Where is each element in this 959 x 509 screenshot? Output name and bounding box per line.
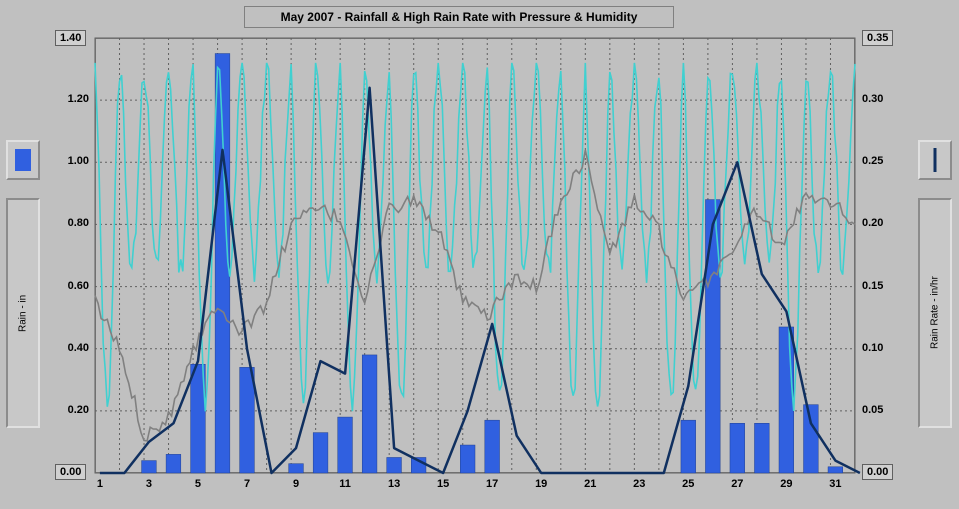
y-left-tick: 0.60 [49, 280, 89, 292]
x-tick: 11 [335, 478, 355, 490]
y-left-tick: 0.20 [49, 404, 89, 416]
x-tick: 31 [825, 478, 845, 490]
x-tick: 21 [580, 478, 600, 490]
y-right-tick: 0.30 [862, 93, 902, 105]
y-left-tick: 1.00 [49, 155, 89, 167]
x-tick: 15 [433, 478, 453, 490]
y-right-tick: 0.20 [862, 217, 902, 229]
y-right-tick-max: 0.35 [862, 30, 893, 46]
x-tick: 5 [188, 478, 208, 490]
y-left-tick: 0.40 [49, 342, 89, 354]
y-right-tick: 0.25 [862, 155, 902, 167]
x-tick: 3 [139, 478, 159, 490]
y-right-tick: 0.15 [862, 280, 902, 292]
x-tick: 23 [629, 478, 649, 490]
y-right-tick: 0.10 [862, 342, 902, 354]
y-left-tick: 0.80 [49, 217, 89, 229]
chart-svg [0, 0, 959, 509]
x-tick: 25 [678, 478, 698, 490]
x-tick: 19 [531, 478, 551, 490]
x-tick: 17 [482, 478, 502, 490]
x-tick: 1 [90, 478, 110, 490]
y-left-tick: 1.20 [49, 93, 89, 105]
y-right-tick-min: 0.00 [862, 464, 893, 480]
x-tick: 27 [727, 478, 747, 490]
x-tick: 7 [237, 478, 257, 490]
x-tick: 9 [286, 478, 306, 490]
y-left-tick-min: 0.00 [55, 464, 86, 480]
x-tick: 13 [384, 478, 404, 490]
y-right-tick: 0.05 [862, 404, 902, 416]
x-tick: 29 [776, 478, 796, 490]
y-left-tick-max: 1.40 [55, 30, 86, 46]
